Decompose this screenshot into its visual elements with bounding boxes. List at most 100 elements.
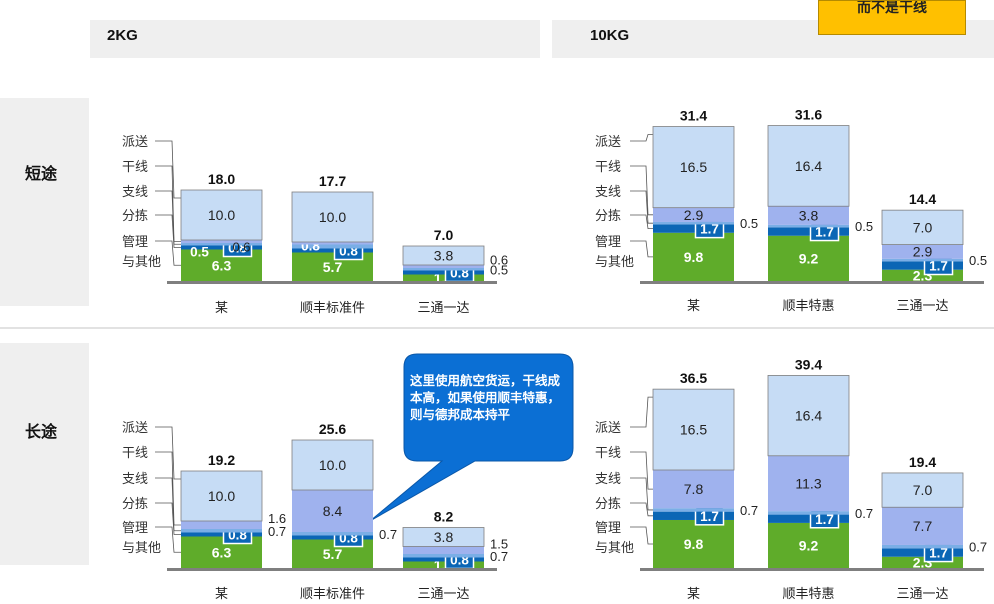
category-3-2: 三通一达 <box>896 587 948 602</box>
bar-trunk-0-0 <box>181 240 262 243</box>
baseline-3 <box>640 568 984 571</box>
label-branch-0-0: 0.5 <box>190 244 209 259</box>
legend-delivery-leader <box>630 134 653 142</box>
label-branch-2-0: 0.7 <box>268 524 286 539</box>
bar-mgmt-3-2 <box>882 556 963 568</box>
legend-sort: 分拣 <box>595 497 621 512</box>
legend-branch-leader <box>155 477 181 532</box>
label-trunk-3-2: 7.7 <box>913 518 933 534</box>
note-text: 而不是干线 <box>857 0 927 16</box>
bar-delivery-0-0 <box>180 189 263 241</box>
label-trunk-1-2: 2.9 <box>913 244 933 260</box>
total-3-2: 19.4 <box>909 454 936 470</box>
legend-branch-leader <box>630 477 653 511</box>
legend-trunk: 干线 <box>595 446 621 461</box>
bar-sort-1-2 <box>882 261 963 270</box>
label-mgmt-1-0: 9.8 <box>684 249 704 265</box>
label-delivery-1-2: 7.0 <box>913 219 933 235</box>
total-1-1: 31.6 <box>795 107 822 123</box>
row-label-short: 短途 <box>25 164 58 183</box>
label-branch-3-1: 0.7 <box>855 506 873 521</box>
bar-mgmt-1-1 <box>768 235 849 281</box>
bar-delivery-3-2 <box>881 472 964 508</box>
column-title-10kg: 10KG <box>590 27 630 44</box>
label-trunk-2-2: 1.5 <box>490 536 508 551</box>
bar-sort-3-2 <box>882 548 963 557</box>
legend-delivery: 派送 <box>122 421 148 436</box>
category-2-1: 顺丰标准件 <box>300 587 365 602</box>
bar-branch-1-2 <box>882 258 963 262</box>
legend-mgmt-line2: 与其他 <box>122 255 161 270</box>
bar-branch-2-1 <box>292 532 373 536</box>
bar-sort-2-0 <box>181 532 262 537</box>
legend-mgmt-line2: 与其他 <box>595 541 634 556</box>
bar-branch-0-2 <box>403 268 484 271</box>
total-3-1: 39.4 <box>795 356 822 372</box>
bar-mgmt-0-2 <box>403 274 484 281</box>
label-trunk-2-1: 8.4 <box>323 503 343 519</box>
category-1-0: 某 <box>687 299 700 314</box>
bar-sort-3-1 <box>768 514 849 523</box>
category-1-2: 三通一达 <box>896 299 948 314</box>
baseline-1 <box>640 281 984 284</box>
category-3-0: 某 <box>687 587 700 602</box>
label-delivery-0-2: 3.8 <box>434 248 454 264</box>
category-2-2: 三通一达 <box>417 587 469 602</box>
legend-mgmt-leader <box>155 240 181 266</box>
label-delivery-2-0: 10.0 <box>208 488 235 504</box>
bar-trunk-3-0 <box>653 470 734 509</box>
label-delivery-2-2: 3.8 <box>434 529 454 545</box>
bar-trunk-2-1 <box>292 490 373 532</box>
legend-branch-leader <box>630 190 653 224</box>
total-3-0: 36.5 <box>680 370 707 386</box>
label-trunk-3-0: 7.8 <box>684 481 704 497</box>
bar-branch-3-1 <box>768 511 849 515</box>
label-trunk-0-0: 0.6 <box>232 240 250 255</box>
label-branch-1-1: 0.5 <box>855 219 873 234</box>
column-header-2kg <box>90 20 540 58</box>
label-sort-3-2: 1.7 <box>929 546 948 561</box>
category-0-2: 三通一达 <box>417 301 469 316</box>
label-delivery-3-1: 16.4 <box>795 408 822 424</box>
legend-mgmt: 管理 <box>122 235 148 250</box>
bar-sort-0-1 <box>292 248 373 253</box>
label-sort-1-1: 1.7 <box>815 225 834 240</box>
bar-mgmt-3-1 <box>768 522 849 568</box>
category-1-1: 顺丰特惠 <box>782 299 834 314</box>
label-sort-1-2: 1.7 <box>929 259 948 274</box>
bar-mgmt-1-0 <box>653 232 734 281</box>
legend-mgmt: 管理 <box>595 235 621 250</box>
legend-mgmt-line2: 与其他 <box>122 541 161 556</box>
bar-sort-2-1 <box>292 535 373 540</box>
label-trunk-0-2: 0.6 <box>490 253 508 268</box>
column-title-2kg: 2KG <box>107 27 138 44</box>
callout-text: 这里使用航空货运，干线成本高，如果使用顺丰特惠，则与德邦成本持平 <box>410 373 561 422</box>
legend-mgmt-leader <box>630 240 653 258</box>
bar-trunk-0-2 <box>403 265 484 268</box>
legend-delivery-leader <box>155 140 181 199</box>
label-branch-0-2: 0.5 <box>490 262 508 277</box>
legend-branch-leader <box>155 190 181 245</box>
legend-sort: 分拣 <box>122 209 148 224</box>
label-branch-1-0: 0.5 <box>740 216 758 231</box>
bar-delivery-2-0 <box>180 470 263 522</box>
bar-delivery-1-0 <box>652 126 735 209</box>
label-delivery-3-0: 16.5 <box>680 422 707 438</box>
bar-sort-0-2 <box>403 270 484 275</box>
legend-mgmt-leader <box>630 526 653 545</box>
bar-delivery-0-2 <box>402 245 485 266</box>
bar-sort-0-0 <box>181 245 262 250</box>
legend-mgmt: 管理 <box>122 521 148 536</box>
bar-branch-1-0 <box>653 221 734 225</box>
label-sort-3-0: 1.7 <box>700 509 719 524</box>
legend-delivery: 派送 <box>595 421 621 436</box>
label-mgmt-0-1: 5.7 <box>323 259 343 275</box>
callout-bubble <box>369 353 574 522</box>
bar-delivery-2-1 <box>291 439 374 491</box>
label-branch-1-2: 0.5 <box>969 253 987 268</box>
legend-trunk: 干线 <box>122 160 148 175</box>
bar-branch-3-2 <box>882 544 963 549</box>
legend-delivery: 派送 <box>595 135 621 150</box>
label-trunk-3-1: 11.3 <box>795 475 821 491</box>
label-mgmt-0-0: 6.3 <box>212 257 232 273</box>
